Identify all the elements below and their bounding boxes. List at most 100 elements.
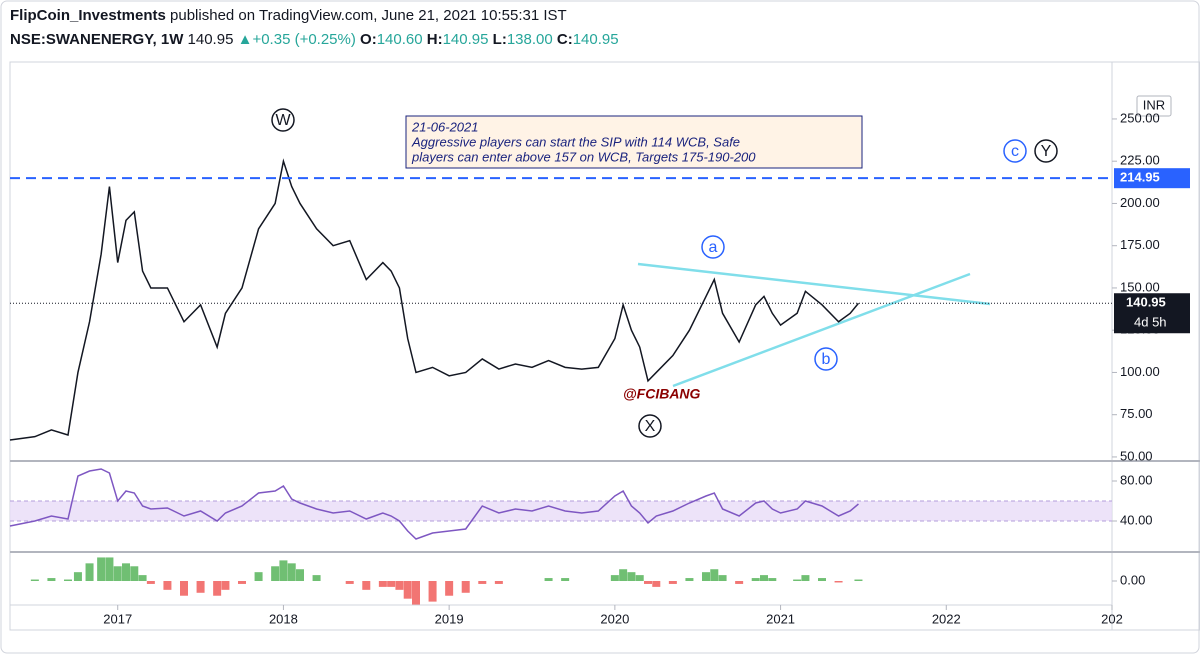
x-tick-label: 2018 <box>269 611 298 626</box>
countdown: 4d 5h <box>1134 315 1167 330</box>
macd-bar <box>854 579 863 582</box>
header-line: NSE:SWANENERGY, 1W 140.95 ▲+0.35 (+0.25%… <box>10 28 619 52</box>
x-tick-label: 2017 <box>103 611 132 626</box>
macd-bar <box>668 581 677 584</box>
macd-bar <box>793 579 802 582</box>
ohlc-value: 140.60 <box>376 31 423 48</box>
macd-bar <box>64 579 72 582</box>
macd-bar <box>735 581 744 584</box>
ohlc-key: H: <box>426 31 443 48</box>
watermark: @FCIBANG <box>623 386 701 402</box>
macd-bar <box>221 581 230 590</box>
currency-badge <box>1136 95 1172 117</box>
macd-bar <box>130 566 139 582</box>
y-tick-label: 40.00 <box>1120 512 1153 527</box>
macd-bar <box>834 581 843 583</box>
macd-bar <box>122 563 130 582</box>
macd-bar <box>387 581 396 587</box>
macd-bar <box>801 575 810 582</box>
level-badge <box>1114 168 1190 189</box>
macd-bar <box>644 581 652 584</box>
macd-bar <box>494 581 503 584</box>
macd-bar <box>213 581 222 596</box>
macd-bar <box>718 575 727 582</box>
x-tick-label: 202 <box>1101 611 1123 626</box>
symbol: NSE:SWANENERGY, 1W <box>10 31 184 48</box>
header-line: FlipCoin_Investments published on Tradin… <box>10 4 619 28</box>
ohlc-key: L: <box>492 31 507 48</box>
author: FlipCoin_Investments <box>10 7 166 24</box>
y-tick-label: 200.00 <box>1120 195 1160 210</box>
macd-bar <box>180 581 188 596</box>
macd-bar <box>818 578 826 582</box>
macd-bar <box>138 575 147 582</box>
plot-frame <box>9 61 1200 631</box>
macd-bar <box>113 566 122 582</box>
wave-label: W <box>275 112 291 129</box>
macd-bar <box>461 581 470 593</box>
macd-bar <box>544 578 553 582</box>
price-line <box>9 158 860 441</box>
y-tick-label: 75.00 <box>1120 406 1153 421</box>
ohlc-value: 140.95 <box>572 31 619 48</box>
currency: INR <box>1143 97 1165 112</box>
wave-circle <box>271 108 295 132</box>
last-label: 140.95 <box>1126 295 1166 310</box>
y-tick-label: 150.00 <box>1120 279 1160 294</box>
macd-bar <box>619 569 628 582</box>
header: FlipCoin_Investments published on Tradin… <box>10 4 619 52</box>
price-line <box>9 468 859 540</box>
x-tick-label: 2021 <box>766 611 795 626</box>
macd-bar <box>395 581 404 590</box>
wave-label: b <box>822 351 831 368</box>
y-tick-label: 225.00 <box>1120 153 1160 168</box>
wave-label: X <box>645 418 656 435</box>
macd-bar <box>105 557 114 582</box>
macd-bar <box>702 572 710 582</box>
y-tick-label: 175.00 <box>1120 237 1160 252</box>
macd-bar <box>610 575 619 582</box>
wave-circle <box>638 414 662 438</box>
macd-bar <box>279 560 288 582</box>
macd-bar <box>196 581 205 593</box>
y-tick-label: 100.00 <box>1120 364 1160 379</box>
macd-bar <box>635 575 644 582</box>
wave-label: a <box>709 239 718 256</box>
published: published on TradingView.com, June 21, 2… <box>170 7 567 24</box>
y-tick-label: 0.00 <box>1120 572 1145 587</box>
wave-circle <box>701 235 725 259</box>
ohlc-key: O: <box>360 31 377 48</box>
x-tick-label: 2019 <box>435 611 464 626</box>
macd-bar <box>412 581 420 605</box>
macd-bar <box>30 579 39 582</box>
macd-bar <box>238 581 246 584</box>
x-tick-label: 2022 <box>932 611 961 626</box>
macd-bar <box>768 578 777 582</box>
macd-bar <box>751 578 760 582</box>
macd-bar <box>271 566 280 582</box>
x-tick-label: 2020 <box>600 611 629 626</box>
trendline <box>637 262 991 306</box>
macd-bar <box>760 575 768 582</box>
level-label: 214.95 <box>1120 170 1160 185</box>
last: 140.95 <box>187 31 234 48</box>
macd-bar <box>561 578 570 582</box>
y-tick-label: 250.00 <box>1120 110 1160 125</box>
change: +0.35 (+0.25%) <box>252 31 356 48</box>
y-tick-label: 50.00 <box>1120 448 1153 463</box>
macd-bar <box>378 581 387 587</box>
macd-bar <box>362 581 371 590</box>
macd-bar <box>445 581 454 596</box>
note-box <box>405 115 863 169</box>
trendline <box>672 272 971 388</box>
macd-bar <box>296 569 304 582</box>
note-line: players can enter above 157 on WCB, Targ… <box>411 149 756 164</box>
macd-bar <box>428 581 437 602</box>
macd-bar <box>85 563 94 582</box>
ohlc-key: C: <box>556 31 573 48</box>
macd-bar <box>163 581 172 590</box>
rsi-band <box>10 501 1112 521</box>
